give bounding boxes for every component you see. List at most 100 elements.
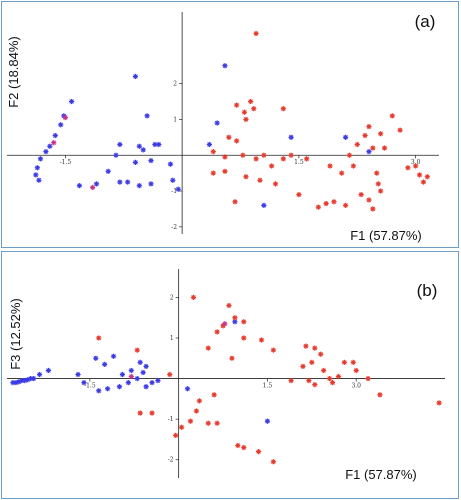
data-point: [264, 418, 271, 424]
data-point: [436, 400, 442, 406]
data-point: [132, 73, 139, 80]
data-point: [300, 363, 306, 369]
data-point: [232, 199, 238, 205]
y-tick-label: -2: [168, 457, 174, 464]
data-point: [241, 109, 248, 115]
data-point: [370, 145, 376, 151]
data-point: [37, 156, 44, 162]
data-point: [206, 141, 212, 148]
data-point: [374, 170, 380, 176]
x-tick-label: -1.5: [60, 159, 72, 166]
data-point: [193, 408, 200, 414]
data-point: [235, 442, 241, 449]
data-point: [136, 143, 142, 149]
data-point: [241, 444, 247, 451]
data-point: [116, 384, 123, 390]
data-point: [375, 181, 381, 187]
data-point: [378, 131, 384, 137]
data-point: [323, 200, 329, 207]
data-point: [143, 363, 149, 369]
data-point: [117, 141, 123, 148]
data-point: [270, 459, 276, 465]
data-point: [331, 199, 337, 205]
data-point: [33, 172, 39, 178]
scatter-panel-a: -1.5 1.5 3.0 2 1 -1 -2 F2 (18.84%) F1 (57.87%) (a…: [1, 1, 459, 248]
data-point: [315, 204, 321, 210]
data-point: [232, 315, 238, 321]
data-point: [321, 367, 327, 374]
data-point: [69, 98, 75, 105]
data-point: [43, 149, 49, 155]
y-tick-label: -1: [168, 416, 174, 423]
data-point: [96, 335, 102, 341]
data-point: [358, 192, 364, 198]
data-point: [134, 347, 140, 353]
data-point: [304, 156, 310, 162]
data-point: [128, 373, 134, 380]
data-point: [222, 321, 228, 327]
data-point: [45, 367, 52, 374]
data-point: [253, 156, 259, 162]
x-tick-label: 1.5: [294, 159, 304, 166]
data-point: [261, 202, 267, 208]
data-point: [62, 115, 68, 121]
data-point: [190, 294, 197, 301]
data-point: [335, 373, 342, 380]
data-point: [296, 192, 302, 198]
data-point: [102, 361, 108, 367]
data-point: [366, 197, 372, 203]
data-point: [149, 380, 155, 386]
data-point: [149, 410, 155, 416]
y-tick-label: 2: [173, 81, 177, 88]
data-point: [370, 206, 376, 212]
data-point: [405, 165, 411, 171]
data-point: [261, 152, 267, 158]
data-point: [210, 170, 216, 176]
data-point: [378, 188, 384, 194]
data-point: [309, 359, 315, 365]
data-point: [280, 156, 286, 162]
x-axis-label: F1 (57.87%): [345, 467, 417, 482]
data-point: [113, 152, 119, 158]
y-axis-label: F2 (18.84%): [6, 36, 21, 108]
data-point: [280, 106, 286, 112]
data-point: [144, 113, 150, 119]
data-point: [31, 375, 37, 382]
data-point: [389, 113, 395, 119]
data-point: [253, 30, 259, 37]
data-point: [51, 140, 57, 146]
data-point: [134, 375, 140, 382]
data-point: [229, 355, 235, 361]
scatter-plot-b: -1.5 1.5 3.0 2 1 -1 -2 F3 (12.52%) F1 (57.87%) (b…: [7, 269, 445, 482]
data-point: [354, 141, 360, 148]
data-point: [270, 347, 276, 353]
x-tick-label: 3.0: [351, 383, 361, 390]
data-point: [170, 177, 176, 183]
data-point: [105, 168, 111, 174]
data-point: [125, 179, 131, 185]
data-point: [241, 335, 247, 341]
data-point: [226, 302, 232, 309]
data-point: [156, 141, 162, 148]
data-point: [214, 420, 220, 426]
data-point: [137, 359, 143, 365]
x-tick-label: 3.0: [411, 159, 421, 166]
data-point: [248, 98, 254, 105]
data-point: [93, 181, 100, 187]
data-point: [167, 161, 174, 167]
data-point: [132, 159, 139, 165]
x-tick-label: 1.5: [263, 383, 273, 390]
data-point: [243, 174, 249, 180]
data-point: [346, 152, 353, 158]
data-point: [312, 382, 318, 388]
data-point: [128, 367, 134, 374]
data-point: [288, 378, 294, 384]
y-tick-label: 1: [173, 116, 177, 123]
data-point: [117, 179, 123, 185]
data-point: [52, 132, 58, 139]
data-point: [140, 147, 146, 153]
data-point: [184, 386, 191, 392]
data-point: [137, 410, 143, 416]
data-point: [341, 359, 347, 365]
y-tick-label: 1: [170, 335, 174, 342]
